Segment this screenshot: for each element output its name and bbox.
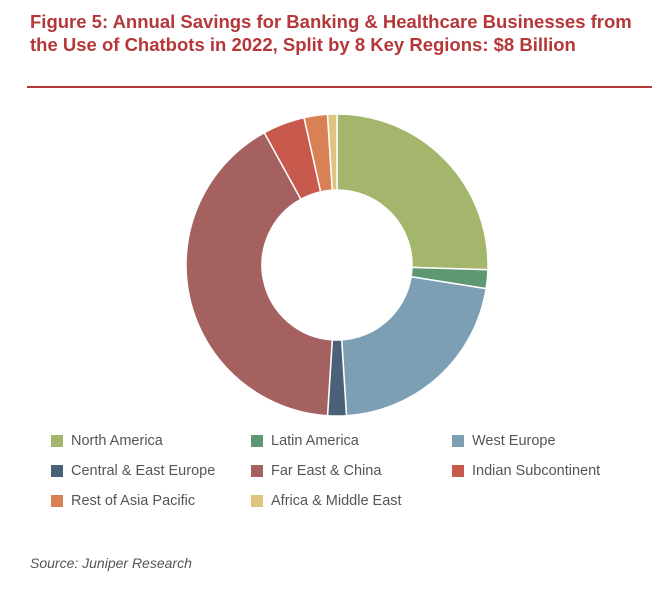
legend-swatch — [251, 495, 263, 507]
legend-swatch — [251, 465, 263, 477]
legend-item: Central & East Europe — [51, 463, 215, 479]
legend-label: Latin America — [271, 433, 359, 449]
legend-item: Rest of Asia Pacific — [51, 493, 195, 509]
source-note: Source: Juniper Research — [30, 555, 192, 571]
slice-west-europe — [340, 275, 487, 417]
legend-item: Indian Subcontinent — [452, 463, 600, 479]
legend-item: North America — [51, 433, 163, 449]
legend-item: Far East & China — [251, 463, 381, 479]
chart-title: Figure 5: Annual Savings for Banking & H… — [30, 11, 632, 55]
legend-label: Africa & Middle East — [271, 493, 402, 509]
legend-label: Rest of Asia Pacific — [71, 493, 196, 509]
slice-africa-middle-east — [326, 113, 338, 191]
slice-north-america — [336, 113, 489, 271]
legend-swatch — [51, 435, 63, 447]
legend-swatch — [251, 435, 263, 447]
legend-swatch — [452, 435, 464, 447]
legend-label: North America — [71, 433, 163, 449]
donut-chart — [185, 113, 489, 417]
legend-item: Africa & Middle East — [251, 493, 402, 509]
legend-label: Central & East Europe — [71, 463, 216, 479]
legend-label: West Europe — [472, 433, 556, 449]
legend-item: West Europe — [452, 433, 556, 449]
legend-label: Indian Subcontinent — [472, 463, 601, 479]
legend-swatch — [51, 495, 63, 507]
slice-far-east-china — [185, 131, 334, 417]
legend-item: Latin America — [251, 433, 359, 449]
legend-swatch — [51, 465, 63, 477]
legend-swatch — [452, 465, 464, 477]
title-divider — [27, 86, 652, 88]
legend-label: Far East & China — [271, 463, 382, 479]
